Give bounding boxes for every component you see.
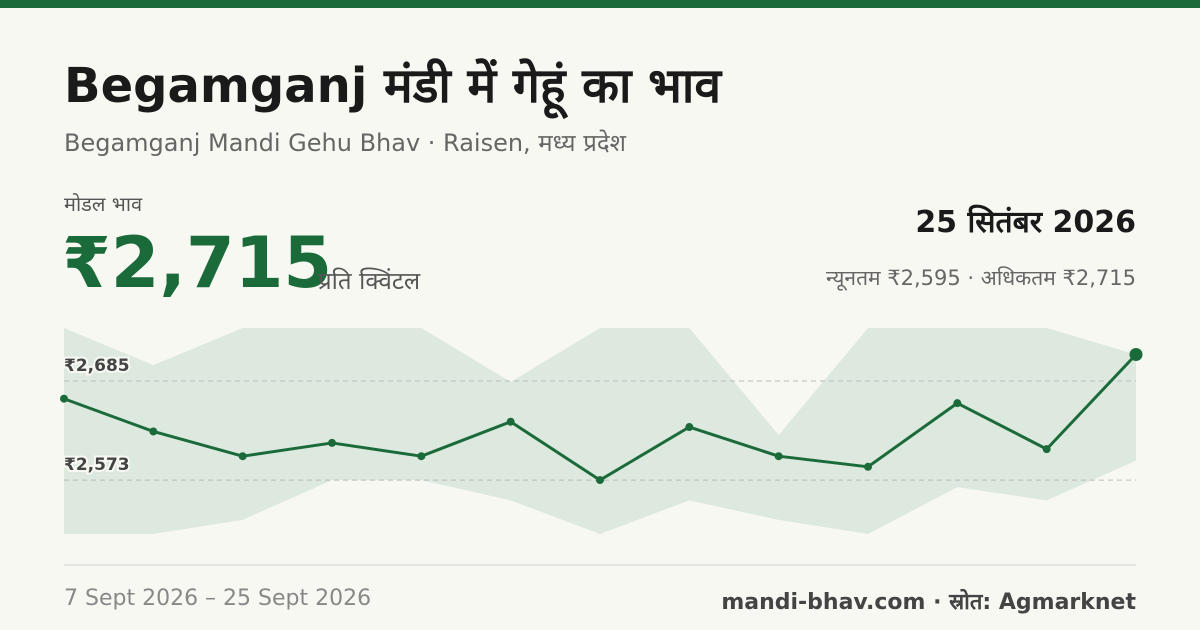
point [328,438,336,447]
subtitle: Begamganj Mandi Gehu Bhav · Raisen, मध्य… [64,129,626,157]
price-label: मोडल भाव [64,192,143,216]
point [596,476,604,485]
point [1129,348,1143,362]
point [417,452,426,461]
point [685,423,694,432]
price-value: ₹2,715 [62,222,333,304]
range-band [64,328,1136,534]
date-range: 7 Sept 2026 – 25 Sept 2026 [64,586,372,611]
point [60,394,68,403]
y-tick-label: ₹2,685 [64,356,130,376]
top-bar [0,0,1200,8]
title: Begamganj मंडी में गेहूं का भाव [64,58,722,114]
point [506,417,515,426]
source: mandi-bhav.com · स्रोत: Agmarknet [721,590,1136,615]
point [953,399,962,408]
y-tick-label: ₹2,573 [64,455,130,475]
date: 25 सितंबर 2026 [915,205,1136,240]
summary: न्यूनतम ₹2,595 · अधिकतम ₹2,715 [826,266,1136,290]
point [1042,445,1051,454]
price-unit: प्रति क्विंटल [318,267,421,295]
point [774,452,783,461]
point [238,452,247,461]
point [149,427,158,436]
point [864,462,872,471]
